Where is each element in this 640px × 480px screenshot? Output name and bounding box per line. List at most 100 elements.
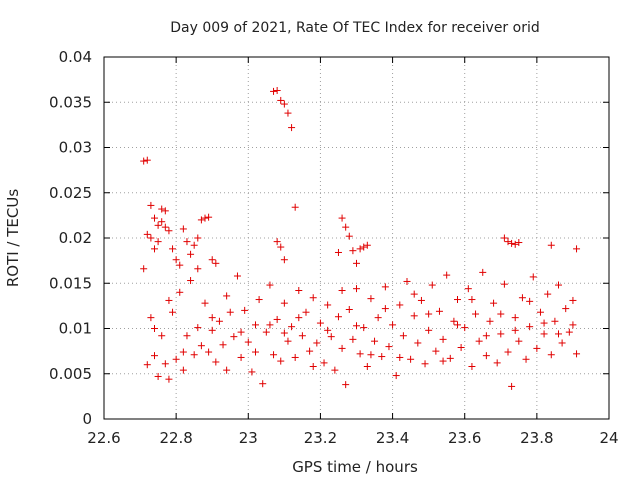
data-point	[284, 337, 292, 345]
data-point	[208, 256, 216, 264]
data-point	[183, 238, 191, 246]
data-point	[500, 234, 508, 242]
data-point	[291, 203, 299, 211]
data-points	[140, 86, 581, 390]
data-point	[454, 321, 461, 329]
data-point	[443, 271, 451, 279]
data-point	[230, 333, 238, 341]
chart-title: Day 009 of 2021, Rate Of TEC Index for r…	[170, 20, 539, 36]
data-point	[143, 156, 151, 164]
data-point	[244, 338, 252, 346]
data-point	[169, 245, 177, 253]
data-point	[161, 360, 169, 368]
data-point	[158, 332, 166, 340]
data-point	[140, 157, 148, 165]
data-point	[270, 351, 278, 359]
data-point	[324, 301, 332, 309]
data-point	[511, 314, 519, 322]
data-point	[374, 314, 382, 322]
data-point	[540, 319, 548, 327]
data-point	[197, 342, 205, 350]
data-point	[273, 238, 281, 246]
data-point	[334, 313, 342, 321]
data-point	[309, 363, 317, 371]
x-tick-label: 23.8	[520, 429, 553, 447]
data-point	[504, 348, 512, 356]
data-point	[558, 339, 566, 347]
data-point	[140, 265, 148, 273]
data-point	[515, 337, 523, 345]
data-point	[425, 310, 433, 318]
data-point	[154, 372, 162, 380]
data-point	[464, 285, 472, 293]
data-point	[266, 281, 274, 289]
data-point	[497, 330, 505, 338]
data-point	[169, 308, 177, 316]
data-point	[158, 205, 166, 213]
data-point	[360, 243, 368, 251]
data-point	[233, 272, 241, 280]
data-point	[342, 223, 350, 231]
data-point	[161, 223, 169, 231]
data-point	[165, 227, 173, 235]
data-point	[417, 296, 425, 304]
data-point	[536, 308, 544, 316]
data-point	[172, 256, 180, 264]
data-point	[259, 380, 267, 388]
data-point	[277, 96, 285, 104]
data-point	[439, 357, 447, 365]
data-point	[353, 259, 360, 267]
data-point	[194, 265, 202, 273]
data-point	[367, 295, 375, 303]
data-point	[248, 368, 256, 376]
data-point	[526, 323, 534, 331]
data-point	[179, 348, 187, 356]
data-point	[349, 247, 357, 255]
data-point	[500, 280, 508, 288]
data-point	[291, 353, 299, 361]
data-point	[176, 261, 184, 269]
data-point	[273, 315, 281, 323]
data-point	[360, 324, 368, 332]
data-point	[544, 290, 552, 298]
data-point	[569, 296, 577, 304]
data-point	[367, 351, 375, 359]
data-point	[151, 214, 158, 222]
data-point	[551, 317, 559, 325]
data-point	[392, 372, 400, 380]
data-point	[511, 240, 519, 248]
data-point	[468, 296, 476, 304]
y-tick-label: 0.04	[59, 48, 92, 66]
data-point	[461, 324, 469, 332]
data-point	[183, 332, 191, 340]
data-point	[165, 296, 173, 304]
data-point	[320, 359, 328, 367]
data-point	[176, 288, 184, 296]
data-point	[151, 245, 158, 253]
data-point	[504, 238, 512, 246]
data-point	[428, 281, 436, 289]
data-point	[241, 306, 249, 314]
data-point	[223, 292, 231, 300]
data-point	[295, 314, 303, 322]
data-point	[353, 285, 360, 293]
data-point	[363, 241, 371, 249]
data-point	[475, 337, 483, 345]
y-tick-label: 0.025	[49, 184, 92, 202]
data-point	[508, 382, 516, 390]
data-point	[457, 344, 465, 352]
data-point	[237, 328, 245, 336]
data-point	[490, 299, 498, 307]
data-point	[421, 360, 429, 368]
data-point	[252, 348, 259, 356]
data-point	[334, 248, 342, 256]
data-point	[338, 286, 346, 294]
data-point	[201, 299, 209, 307]
data-point	[151, 325, 158, 332]
data-point	[280, 299, 288, 307]
data-point	[454, 296, 461, 304]
data-point	[540, 330, 548, 338]
data-point	[569, 321, 577, 329]
data-point	[327, 333, 335, 341]
data-point	[205, 348, 213, 356]
